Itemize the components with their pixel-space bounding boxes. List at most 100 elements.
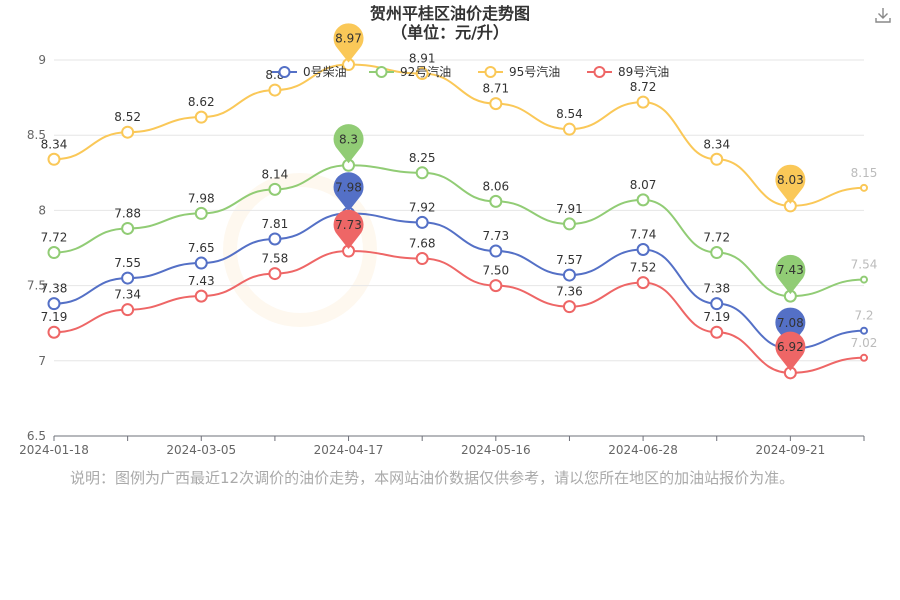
data-point (636, 243, 650, 257)
series-line (53, 212, 865, 350)
data-point (194, 256, 208, 270)
data-label: 8.71 (482, 82, 509, 96)
data-label: 7.81 (262, 217, 289, 231)
marker-label: 8.3 (339, 132, 358, 146)
marker-label: 7.43 (777, 263, 804, 277)
data-label: 7.43 (188, 274, 215, 288)
legend-item: 95号汽油 (478, 64, 560, 79)
marker-pin (333, 209, 364, 250)
data-point (47, 246, 61, 260)
data-point (710, 152, 724, 166)
x-tick-label: 2024-01-18 (19, 443, 89, 457)
data-label: 7.58 (262, 252, 289, 266)
series-line (53, 63, 865, 207)
data-point (121, 303, 135, 317)
legend-label: 0号柴油 (303, 65, 347, 79)
marker-pin (775, 331, 806, 371)
data-point (636, 193, 650, 207)
data-point (710, 246, 724, 260)
data-label: 8.34 (41, 137, 68, 151)
legend-item: 89号汽油 (587, 64, 669, 79)
data-point (121, 125, 135, 139)
legend-swatch-marker (484, 66, 497, 78)
data-label: 7.73 (482, 229, 509, 243)
chart-subtitle: （单位：元/升） (391, 23, 509, 42)
data-point (415, 252, 429, 266)
watermark (223, 173, 377, 327)
data-point (562, 300, 576, 314)
x-tick-label: 2024-03-05 (166, 443, 236, 457)
marker-pin (333, 124, 364, 164)
data-label: 8.14 (262, 167, 289, 181)
data-point (121, 271, 135, 285)
data-label: 8.15 (851, 166, 878, 180)
series-3: 7.19 7.34 7.43 7.58 7.68 7.50 7.36 7.52 7.19 7.02… (41, 209, 878, 380)
legend-label: 89号汽油 (618, 64, 669, 79)
data-label: 7.50 (482, 264, 509, 278)
data-point (860, 275, 868, 284)
data-label: 7.54 (851, 258, 878, 272)
data-point (415, 215, 429, 229)
marker-label: 6.92 (777, 340, 804, 354)
y-tick-label: 7 (38, 354, 46, 368)
disclaimer-note: 说明：图例为广西最近12次调价的油价走势，本网站油价数据仅供参考，请以您所在地区… (70, 469, 795, 487)
data-label: 7.19 (41, 310, 68, 324)
y-tick-label: 9 (38, 53, 46, 67)
marker-label: 7.98 (335, 180, 362, 194)
download-icon[interactable] (874, 6, 892, 24)
data-point (415, 67, 429, 81)
legend: 0号柴油 92号汽油 95号汽油 89号汽油 (272, 64, 669, 79)
watermark-circle (223, 173, 377, 327)
marker-pin (333, 23, 364, 63)
legend-item: 0号柴油 (272, 65, 347, 79)
data-point (268, 232, 282, 246)
data-point (194, 206, 208, 220)
data-label: 7.52 (630, 261, 657, 275)
data-label: 8.06 (482, 179, 509, 193)
x-tick-label: 2024-06-28 (608, 443, 678, 457)
data-point (47, 325, 61, 339)
data-label: 7.02 (851, 336, 878, 350)
x-tick-label: 2024-05-16 (461, 443, 531, 457)
x-tick-label: 2024-04-17 (314, 443, 384, 457)
y-tick-label: 7.5 (27, 279, 46, 293)
data-label: 7.36 (556, 285, 583, 299)
data-point (562, 217, 576, 231)
chart-title: 贺州平桂区油价走势图 （单位：元/升） (0, 4, 900, 42)
data-label: 8.52 (114, 110, 141, 124)
data-point (710, 325, 724, 339)
data-point (562, 268, 576, 282)
marker-pin (775, 254, 806, 295)
data-point (121, 221, 135, 235)
legend-label: 95号汽油 (509, 64, 560, 79)
data-label: 7.65 (188, 241, 215, 255)
data-label: 7.34 (114, 288, 141, 302)
data-label: 7.57 (556, 253, 583, 267)
data-label: 7.19 (703, 310, 730, 324)
data-label: 8.72 (630, 80, 657, 94)
legend-swatch-marker (375, 66, 388, 78)
data-point (415, 166, 429, 180)
legend-swatch-marker (593, 66, 606, 78)
marker-pin (775, 164, 806, 204)
data-point (489, 244, 503, 258)
data-point (47, 152, 61, 166)
marker-pin (333, 172, 364, 212)
data-label: 7.72 (703, 231, 730, 245)
data-label: 8.25 (409, 151, 436, 165)
data-label: 8.07 (630, 178, 657, 192)
x-tick-label: 2024-09-21 (755, 443, 825, 457)
data-point (268, 267, 282, 281)
data-point (489, 194, 503, 208)
data-point (194, 289, 208, 303)
series-0: 7.38 7.55 7.65 7.81 7.92 7.73 7.57 7.74 7.38 7.2 7… (41, 172, 874, 356)
data-point (860, 183, 868, 192)
legend-swatch-marker (278, 66, 291, 78)
marker-label: 7.08 (777, 316, 804, 330)
y-tick-label: 8 (38, 203, 46, 217)
grid-lines: 6.577.588.59 (27, 53, 864, 443)
data-point (268, 182, 282, 196)
legend-item: 92号汽油 (369, 64, 451, 79)
data-label: 7.68 (409, 237, 436, 251)
